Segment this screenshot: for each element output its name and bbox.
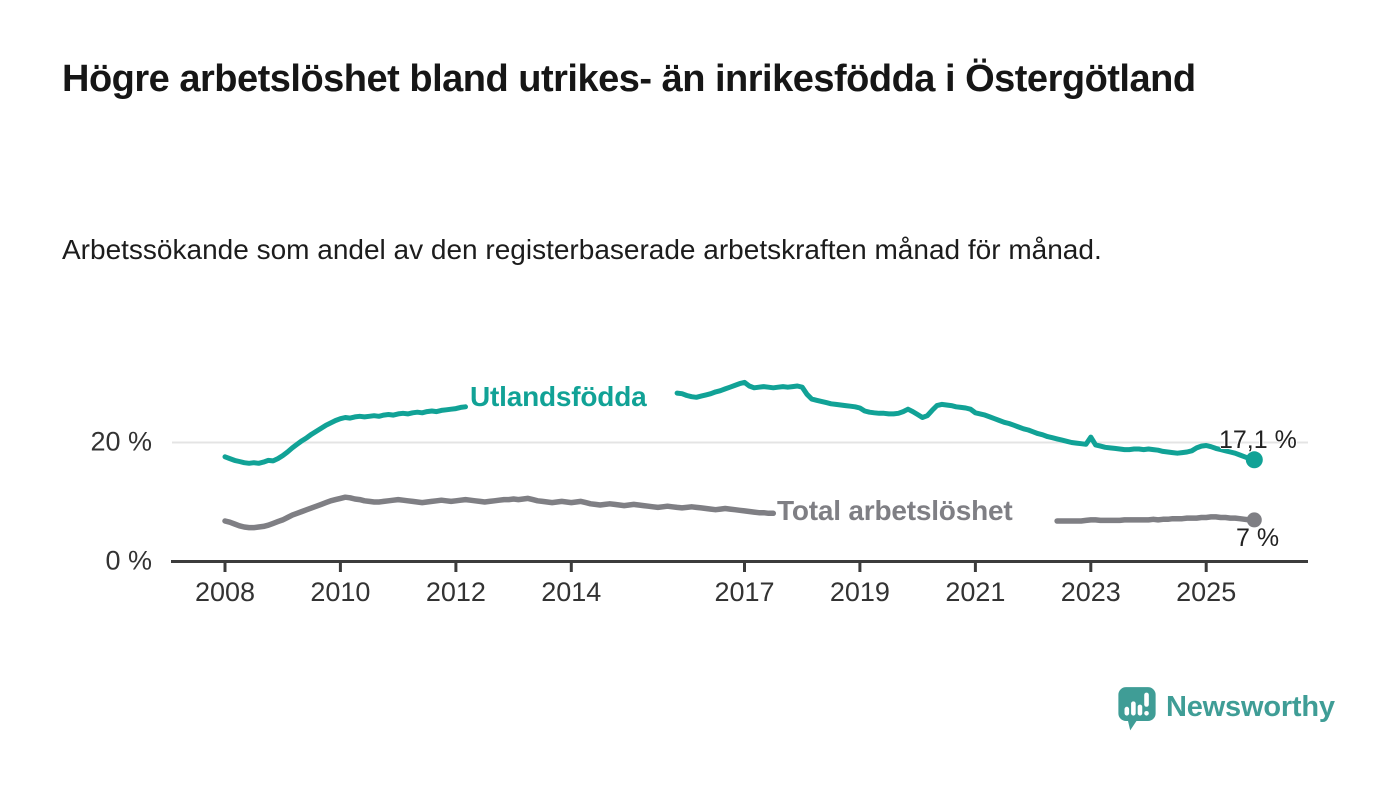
x-axis-label: 2019 bbox=[829, 577, 890, 607]
y-axis-label-20: 20 % bbox=[90, 426, 152, 457]
series-end-dot-total bbox=[1246, 512, 1262, 528]
series-end-dot-utlandsfodda bbox=[1245, 451, 1263, 469]
page-title: Högre arbetslöshet bland utrikes- än inr… bbox=[62, 58, 1196, 100]
series-line-total-arbetsloshet bbox=[222, 494, 1258, 531]
end-value-label-utlandsfodda: 17,1 % bbox=[1219, 426, 1297, 454]
y-axis-label-0: 0 % bbox=[105, 545, 152, 576]
newsworthy-logo-icon bbox=[1118, 687, 1156, 731]
x-axis-ticks bbox=[223, 561, 1208, 572]
x-axis-label: 2012 bbox=[425, 577, 486, 607]
x-axis-label: 2010 bbox=[310, 577, 371, 607]
x-axis-label: 2021 bbox=[945, 577, 1006, 607]
series-label-total-arbetsloshet: Total arbetslöshet bbox=[777, 495, 1013, 526]
x-axis-label: 2008 bbox=[194, 577, 256, 607]
x-axis-label: 2025 bbox=[1176, 577, 1237, 607]
x-axis-labels: 2008 2010 2012 2014 2017 2019 2021 2023 2025 bbox=[0, 577, 1400, 611]
newsworthy-logo: Newsworthy bbox=[1117, 686, 1357, 732]
x-axis-label: 2014 bbox=[541, 577, 602, 607]
page-subtitle: Arbetssökande som andel av den registerb… bbox=[62, 234, 1102, 265]
x-axis-label: 2017 bbox=[714, 577, 775, 607]
newsworthy-wordmark: Newsworthy bbox=[1166, 691, 1335, 723]
x-axis-label: 2023 bbox=[1060, 577, 1121, 607]
series-line-utlandsfodda bbox=[222, 379, 1257, 466]
end-value-label-total: 7 % bbox=[1236, 524, 1280, 552]
series-label-utlandsfodda: Utlandsfödda bbox=[470, 381, 647, 412]
